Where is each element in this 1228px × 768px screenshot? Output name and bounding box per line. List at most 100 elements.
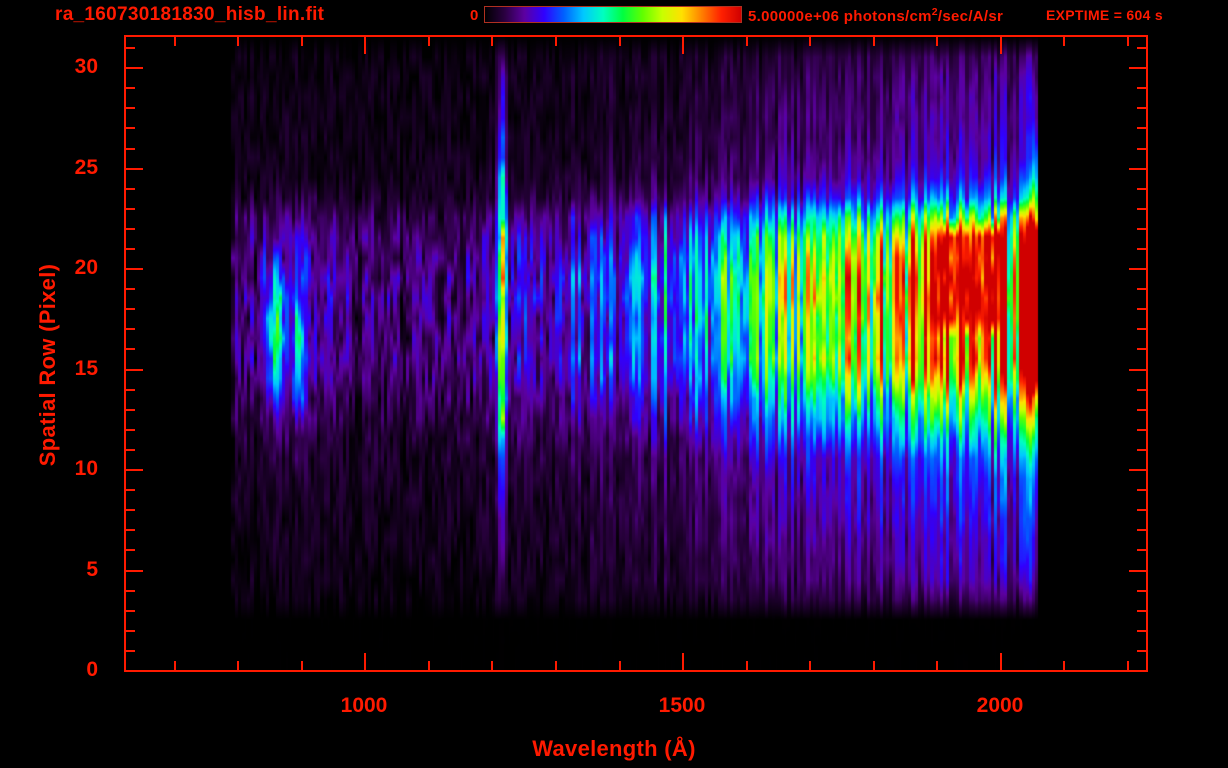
x-axis-tick <box>746 37 748 46</box>
y-axis-tick-label: 20 <box>74 256 98 279</box>
y-axis-tick <box>126 47 135 49</box>
y-axis-tick <box>126 429 135 431</box>
y-axis-tick-label: 0 <box>86 658 98 681</box>
y-axis-tick <box>1137 148 1146 150</box>
y-axis-tick <box>1137 389 1146 391</box>
y-axis-tick <box>1137 127 1146 129</box>
x-axis-tick <box>936 37 938 46</box>
y-axis-tick <box>126 610 135 612</box>
y-axis-tick <box>126 489 135 491</box>
y-axis-tick <box>1137 549 1146 551</box>
y-axis-tick <box>1137 650 1146 652</box>
y-axis-tick <box>126 67 143 69</box>
y-axis-tick <box>126 127 135 129</box>
y-axis-tick <box>126 87 135 89</box>
y-axis-tick <box>1137 429 1146 431</box>
y-axis-tick <box>1129 570 1146 572</box>
exposure-time-label: EXPTIME = 604 s <box>1046 7 1163 23</box>
y-axis-tick-label: 30 <box>74 55 98 78</box>
x-axis-tick <box>1063 661 1065 670</box>
y-axis-tick <box>1137 348 1146 350</box>
colorbar-max-value: 5.00000e+06 <box>748 8 840 25</box>
y-axis-tick-label: 5 <box>86 558 98 581</box>
x-axis-tick <box>809 661 811 670</box>
y-axis-tick <box>1129 670 1146 672</box>
y-axis-tick <box>1137 228 1146 230</box>
y-axis-tick <box>1137 208 1146 210</box>
x-axis-tick-label: 1500 <box>658 694 706 717</box>
y-axis-tick <box>1137 188 1146 190</box>
y-axis-tick <box>1129 268 1146 270</box>
y-axis-tick <box>126 208 135 210</box>
x-axis-tick <box>873 661 875 670</box>
plot-frame <box>124 35 1148 672</box>
colorbar <box>484 6 742 23</box>
y-axis-tick <box>126 268 143 270</box>
x-axis-tick <box>301 661 303 670</box>
y-axis-tick <box>1137 248 1146 250</box>
x-axis-tick <box>301 37 303 46</box>
x-axis-tick <box>364 653 366 670</box>
x-axis-tick <box>491 37 493 46</box>
y-axis-tick <box>1137 489 1146 491</box>
y-axis-tick <box>1129 369 1146 371</box>
y-axis-tick <box>126 509 135 511</box>
y-axis-tick <box>126 148 135 150</box>
y-axis-tick <box>126 369 143 371</box>
y-axis-tick <box>1137 107 1146 109</box>
x-axis-title: Wavelength (Å) <box>532 736 696 761</box>
y-axis-tick <box>126 389 135 391</box>
x-axis-tick <box>619 37 621 46</box>
x-axis-tick <box>491 661 493 670</box>
x-axis-tick <box>682 653 684 670</box>
y-axis-tick <box>126 650 135 652</box>
spectrogram-image <box>126 37 1146 670</box>
x-axis-tick <box>1063 37 1065 46</box>
x-axis-tick <box>364 37 366 54</box>
y-axis-tick <box>126 469 143 471</box>
y-axis-tick <box>1137 529 1146 531</box>
x-axis-tick <box>237 37 239 46</box>
y-axis-tick <box>1137 630 1146 632</box>
y-axis-tick <box>126 308 135 310</box>
y-axis-tick <box>126 630 135 632</box>
y-axis-tick <box>126 670 143 672</box>
y-axis-tick <box>126 449 135 451</box>
y-axis-tick <box>126 328 135 330</box>
x-axis-tick <box>1127 661 1129 670</box>
colorbar-units-prefix: photons/cm <box>839 8 932 25</box>
y-axis-tick <box>1137 328 1146 330</box>
x-axis-tick-label: 1000 <box>340 694 388 717</box>
y-axis-tick <box>1137 610 1146 612</box>
x-axis-tick <box>873 37 875 46</box>
x-axis-tick <box>555 37 557 46</box>
colorbar-units-suffix: /sec/A/sr <box>937 8 1004 25</box>
y-axis-tick <box>126 168 143 170</box>
x-axis-tick <box>428 661 430 670</box>
y-axis-tick <box>126 529 135 531</box>
x-axis-tick <box>1000 37 1002 54</box>
y-axis-tick <box>1137 409 1146 411</box>
y-axis-tick <box>126 288 135 290</box>
y-axis-tick <box>1137 509 1146 511</box>
y-axis-tick <box>126 188 135 190</box>
y-axis-tick <box>126 549 135 551</box>
y-axis-tick <box>126 409 135 411</box>
y-axis-tick-label: 25 <box>74 156 98 179</box>
colorbar-min-label: 0 <box>470 7 479 24</box>
x-axis-tick <box>1127 37 1129 46</box>
x-axis-tick <box>174 37 176 46</box>
y-axis-tick-label: 15 <box>74 357 98 380</box>
x-axis-tick <box>428 37 430 46</box>
y-axis-tick <box>1137 87 1146 89</box>
x-axis-tick <box>1000 653 1002 670</box>
x-axis-tick <box>555 661 557 670</box>
page-title: ra_160730181830_hisb_lin.fit <box>55 4 325 25</box>
y-axis-tick <box>126 348 135 350</box>
y-axis-tick <box>126 107 135 109</box>
x-axis-tick <box>809 37 811 46</box>
x-axis-tick <box>174 661 176 670</box>
y-axis-tick <box>1137 449 1146 451</box>
x-axis-tick <box>237 661 239 670</box>
